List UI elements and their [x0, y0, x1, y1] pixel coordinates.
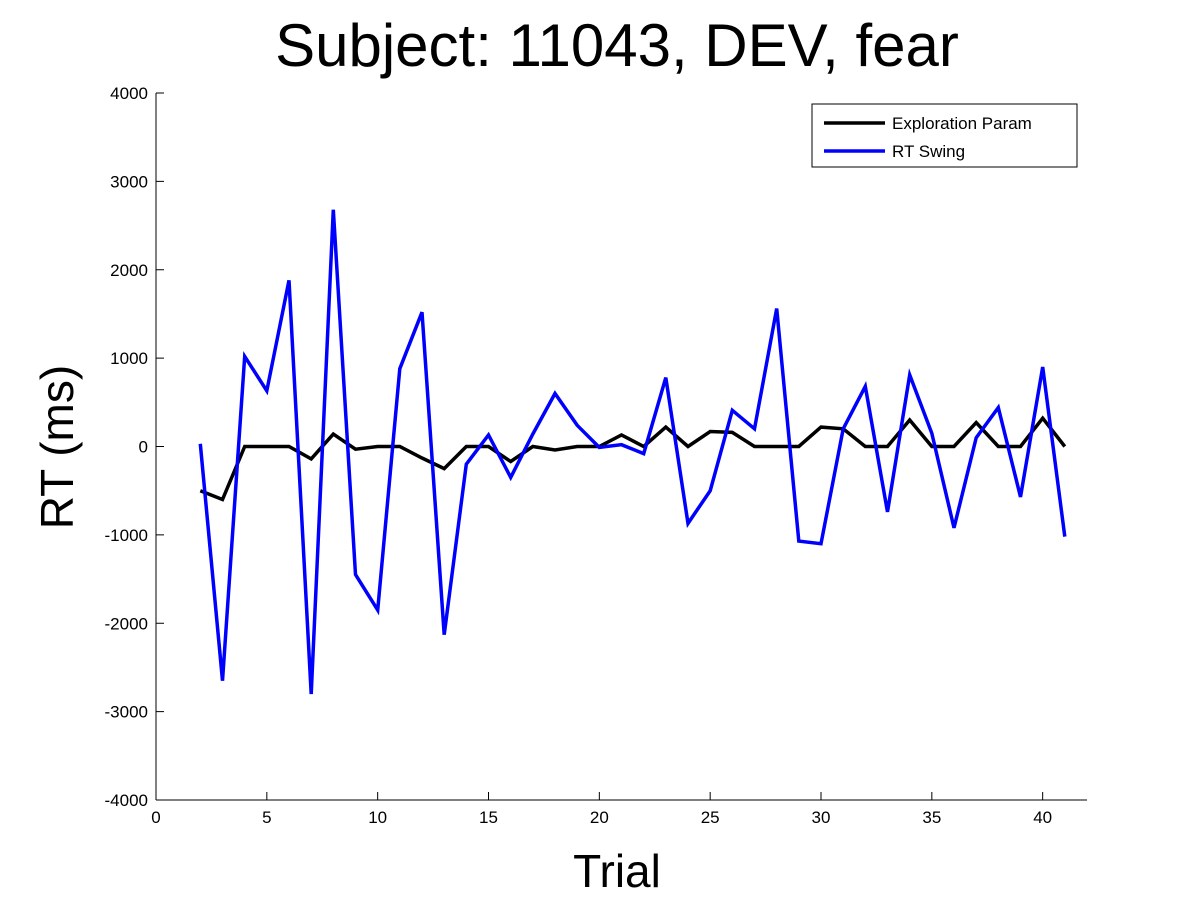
series-line-rt-swing — [198, 209, 1067, 695]
y-tick-label: -3000 — [105, 703, 148, 722]
y-tick-label: 0 — [139, 438, 148, 457]
chart-title: Subject: 11043, DEV, fear — [275, 12, 959, 79]
x-tick-label: 40 — [1033, 808, 1052, 827]
y-axis-label: RT (ms) — [31, 365, 83, 529]
x-axis-label: Trial — [573, 845, 661, 897]
x-tick-label: 20 — [590, 808, 609, 827]
x-tick-label: 10 — [368, 808, 387, 827]
y-tick-label: -4000 — [105, 791, 148, 810]
legend-entry-label: RT Swing — [892, 142, 965, 161]
y-tick-label: 4000 — [110, 84, 148, 103]
y-tick-label: -1000 — [105, 526, 148, 545]
x-tick-label: 0 — [151, 808, 160, 827]
y-tick-label: 2000 — [110, 261, 148, 280]
legend-box — [811, 103, 1078, 168]
y-tick-label: 3000 — [110, 172, 148, 191]
x-tick-label: 25 — [701, 808, 720, 827]
legend-entry-label: Exploration Param — [892, 114, 1032, 133]
x-tick-label: 15 — [479, 808, 498, 827]
legend: Exploration Param RT Swing — [811, 103, 1078, 168]
plot-lines — [198, 209, 1067, 695]
x-tick-label: 35 — [922, 808, 941, 827]
y-tick-label: -2000 — [105, 614, 148, 633]
y-tick-label: 1000 — [110, 349, 148, 368]
x-tick-label: 5 — [262, 808, 271, 827]
axes: 0 5 10 15 20 25 30 35 40 -4000 -3000 -2000 -1000 0 100… — [105, 84, 1087, 827]
x-tick-label: 30 — [812, 808, 831, 827]
series-line-exploration-param — [199, 415, 1067, 502]
